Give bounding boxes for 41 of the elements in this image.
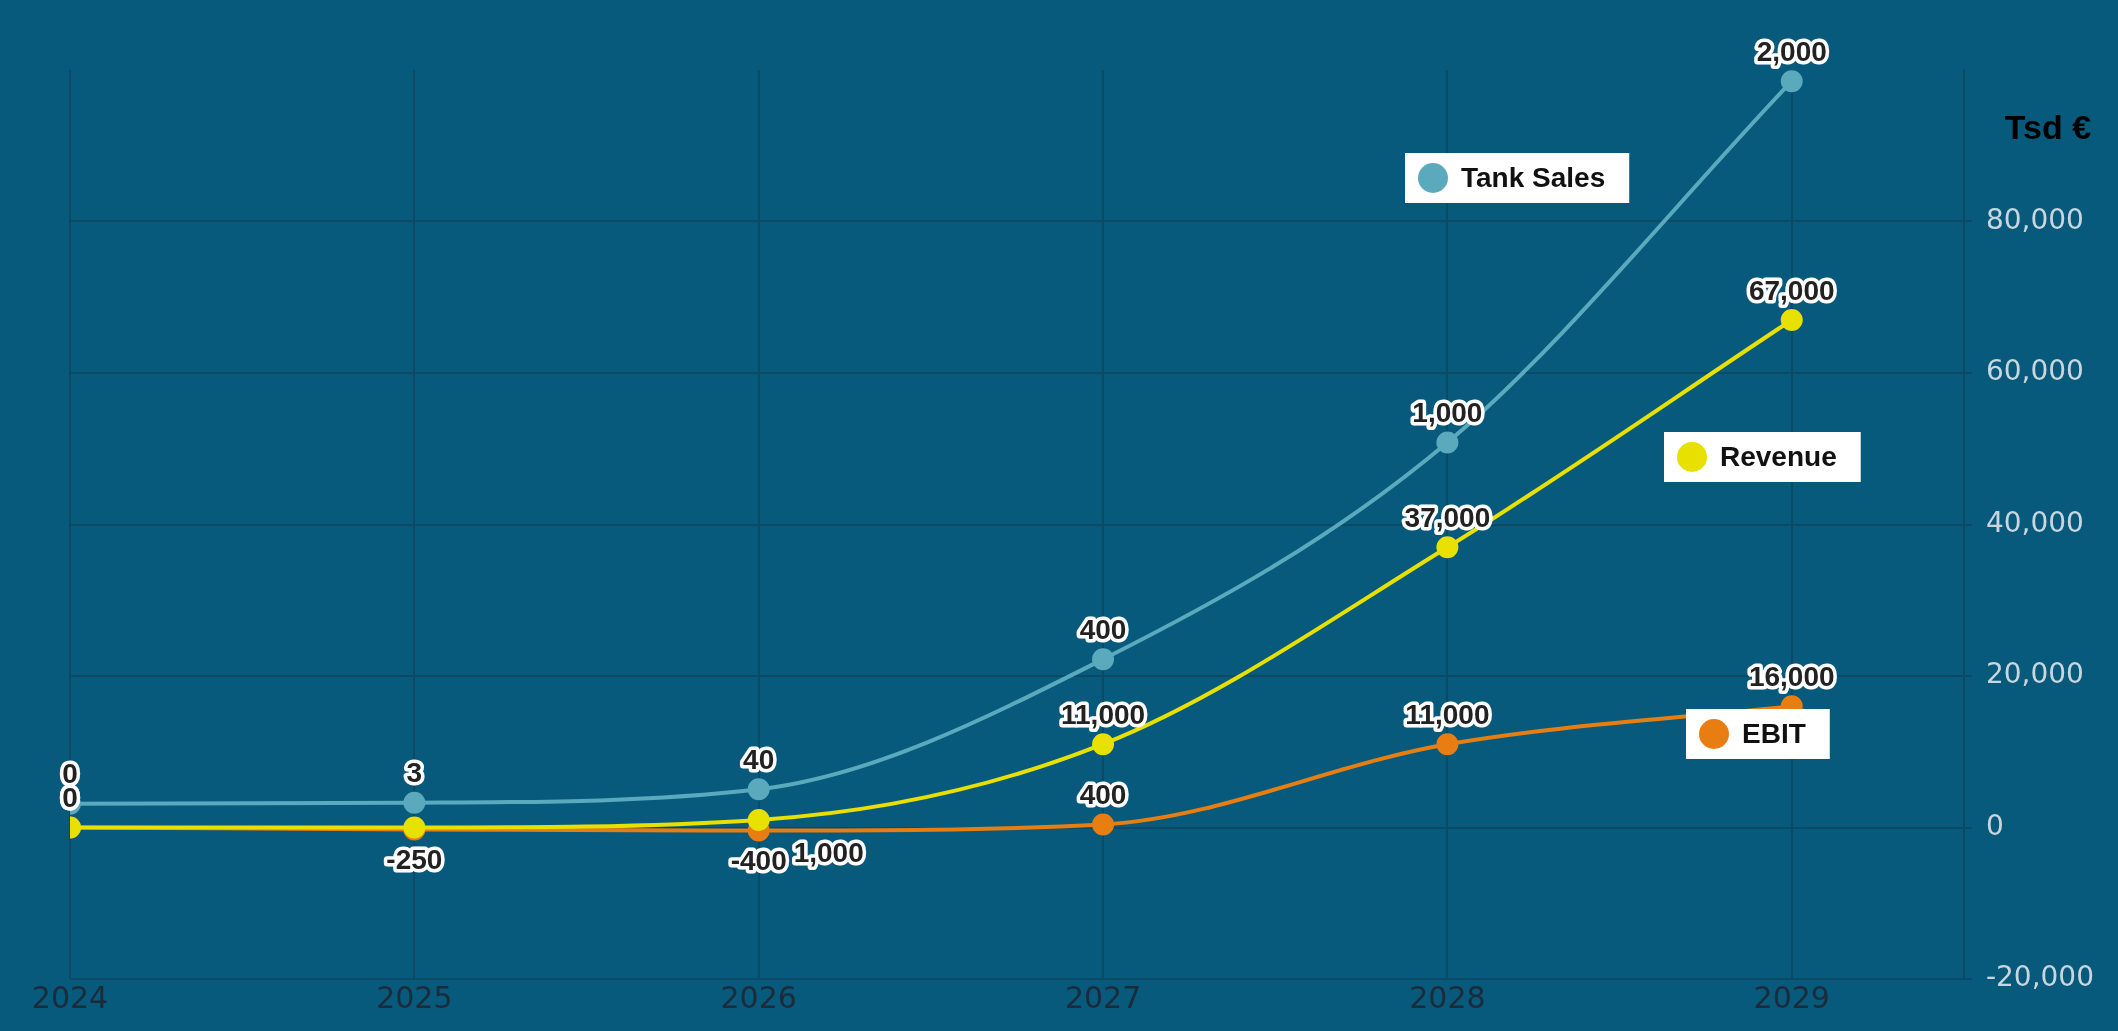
y-tick-label: 40,000 — [1985, 505, 2084, 539]
point — [1780, 308, 1803, 331]
y-tick-label: 0 — [1985, 808, 2004, 842]
y-tick-label: 20,000 — [1985, 657, 2084, 691]
x-tick-label: 2025 — [376, 979, 453, 1015]
y-axis-title: Tsd € — [2004, 108, 2092, 147]
point — [747, 808, 770, 831]
point — [1436, 733, 1459, 756]
data-label: 67,000 — [1748, 274, 1835, 306]
data-label: 3 — [406, 757, 423, 789]
data-label: 1,000 — [1412, 397, 1483, 429]
y-tick-label: 60,000 — [1985, 354, 2084, 388]
x-tick-label: 2024 — [31, 979, 109, 1015]
point — [1780, 70, 1803, 93]
data-label: -400 — [730, 845, 787, 877]
legend-label: EBIT — [1742, 717, 1806, 749]
point — [1436, 431, 1459, 454]
data-label: 37,000 — [1404, 501, 1491, 533]
legend-label: Revenue — [1720, 440, 1837, 472]
y-tick-label: -20,000 — [1985, 960, 2094, 994]
data-label: -250 — [386, 844, 443, 876]
x-tick-label: 2028 — [1409, 979, 1486, 1015]
x-tick-label: 2026 — [720, 979, 797, 1015]
data-label: 400 — [1079, 779, 1127, 811]
x-tick-label: 2027 — [1064, 979, 1142, 1015]
x-tick-label: 2029 — [1753, 979, 1830, 1015]
point — [747, 778, 770, 801]
point — [1092, 733, 1115, 756]
data-label: 400 — [1079, 613, 1127, 645]
data-label: 11,000 — [1405, 698, 1490, 730]
data-label: 16,000 — [1748, 661, 1835, 693]
data-label: 40 — [743, 744, 775, 776]
legend-label: Tank Sales — [1461, 161, 1606, 193]
point — [1092, 648, 1115, 671]
point — [1436, 536, 1459, 559]
y-tick-label: 80,000 — [1985, 202, 2084, 236]
data-label: 1,000 — [793, 836, 864, 868]
point — [1092, 813, 1115, 836]
point — [403, 791, 426, 814]
data-label: 2,000 — [1756, 35, 1827, 67]
data-label: 11,000 — [1060, 698, 1146, 730]
